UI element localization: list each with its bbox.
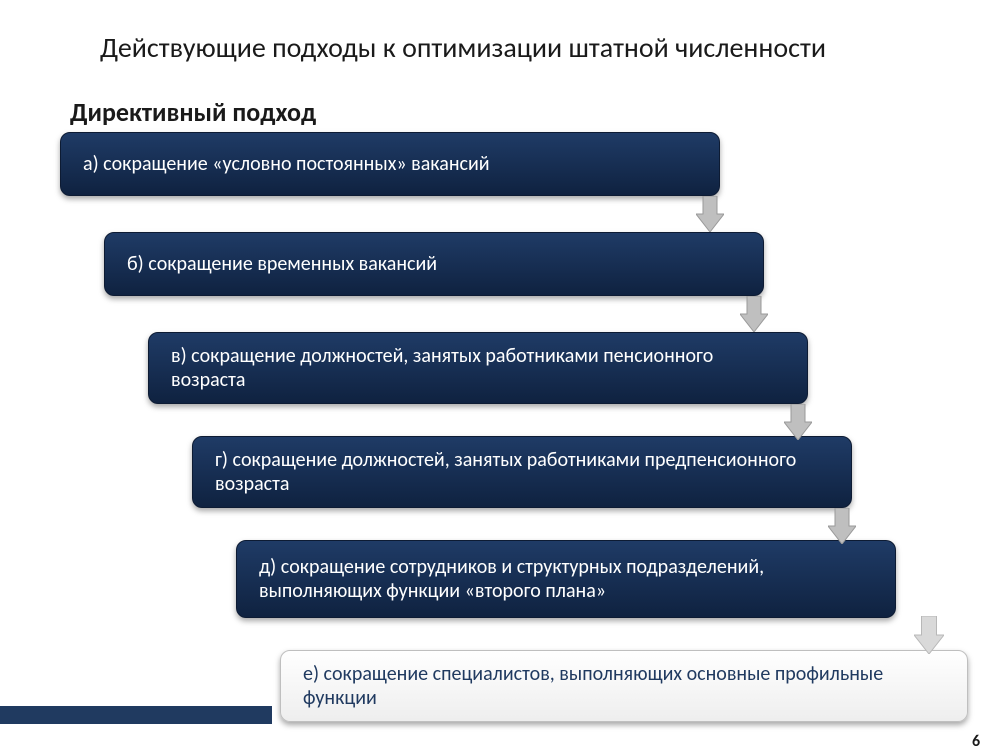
step-1: а) сокращение «условно постоянных» вакан… (60, 132, 720, 196)
down-arrow-5 (914, 616, 944, 654)
step-4: г) сокращение должностей, занятых работн… (192, 436, 852, 508)
step-2-text: б) сокращение временных вакансий (127, 252, 437, 276)
step-3-text: в) сокращение должностей, занятых работн… (171, 344, 789, 392)
step-4-text: г) сокращение должностей, занятых работн… (215, 448, 833, 496)
down-arrow-2 (740, 296, 768, 332)
step-2: б) сокращение временных вакансий (104, 232, 764, 296)
subtitle: Директивный подход (70, 96, 316, 128)
page-number-text: 6 (972, 732, 980, 751)
step-5-text: д) сокращение сотрудников и структурных … (259, 555, 877, 603)
step-3: в) сокращение должностей, занятых работн… (148, 332, 808, 404)
page-title-text: Действующие подходы к оптимизации штатно… (100, 30, 826, 65)
page-title: Действующие подходы к оптимизации штатно… (100, 30, 826, 65)
down-arrow-4 (828, 508, 856, 544)
step-6: е) сокращение специалистов, выполняющих … (280, 650, 968, 722)
step-6-text: е) сокращение специалистов, выполняющих … (303, 662, 949, 710)
step-1-text: а) сокращение «условно постоянных» вакан… (83, 152, 490, 176)
page-number: 6 (972, 732, 980, 751)
footer-bar (0, 706, 272, 724)
down-arrow-3 (784, 404, 812, 440)
subtitle-text: Директивный подход (70, 96, 316, 128)
step-5: д) сокращение сотрудников и структурных … (236, 540, 896, 618)
down-arrow-1 (696, 196, 724, 232)
